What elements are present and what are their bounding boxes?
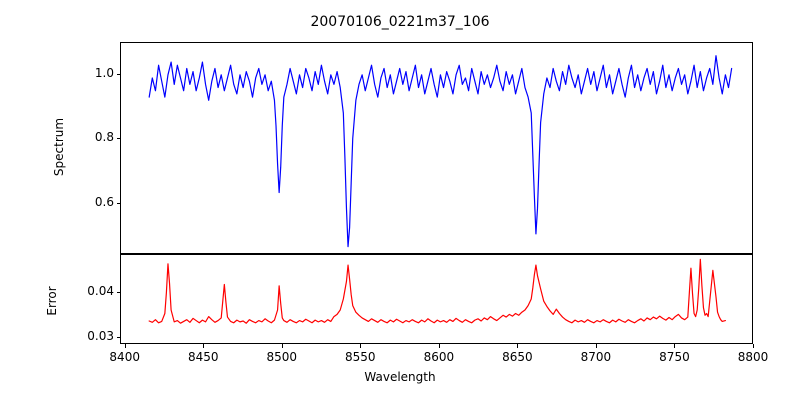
tick-mark bbox=[116, 337, 120, 339]
ytick-error-0.04: 0.04 bbox=[87, 284, 114, 299]
xtick-8600: 8600 bbox=[423, 350, 455, 364]
xtick-8700: 8700 bbox=[580, 350, 612, 364]
ytick-spectrum-0.8: 0.8 bbox=[94, 130, 114, 145]
spectrum-axis-label: Spectrum bbox=[52, 117, 66, 177]
tick-mark bbox=[595, 344, 597, 348]
spectrum-plot-line bbox=[121, 43, 752, 253]
ytick-spectrum-0.6: 0.6 bbox=[94, 194, 114, 209]
tick-mark bbox=[124, 344, 126, 348]
tick-mark bbox=[116, 74, 120, 76]
tick-mark bbox=[116, 138, 120, 140]
tick-mark bbox=[674, 344, 676, 348]
error-panel bbox=[120, 254, 753, 344]
tick-mark bbox=[360, 344, 362, 348]
tick-mark bbox=[281, 344, 283, 348]
page-title: 20070106_0221m37_106 bbox=[310, 14, 490, 30]
tick-mark bbox=[116, 202, 120, 204]
tick-mark bbox=[517, 344, 519, 348]
tick-mark bbox=[203, 344, 205, 348]
error-plot-line bbox=[121, 255, 752, 343]
xtick-8550: 8550 bbox=[345, 350, 376, 364]
tick-mark bbox=[753, 344, 754, 348]
ytick-spectrum-1.0: 1.0 bbox=[94, 66, 114, 81]
tick-mark bbox=[438, 344, 440, 348]
spectrum-line bbox=[149, 56, 731, 247]
spectrum-panel bbox=[120, 42, 753, 254]
error-line bbox=[149, 259, 725, 323]
xtick-8450: 8450 bbox=[187, 350, 219, 364]
xtick-8650: 8650 bbox=[502, 350, 533, 364]
xtick-8750: 8750 bbox=[659, 350, 690, 364]
xtick-8500: 8500 bbox=[266, 350, 298, 364]
ytick-error-0.03: 0.03 bbox=[87, 329, 114, 344]
xtick-8400: 8400 bbox=[109, 350, 140, 364]
wavelength-axis-label: Wavelength bbox=[364, 370, 436, 384]
tick-mark bbox=[116, 292, 120, 294]
xtick-8800: 8800 bbox=[737, 350, 769, 364]
error-axis-label: Error bbox=[45, 286, 59, 316]
